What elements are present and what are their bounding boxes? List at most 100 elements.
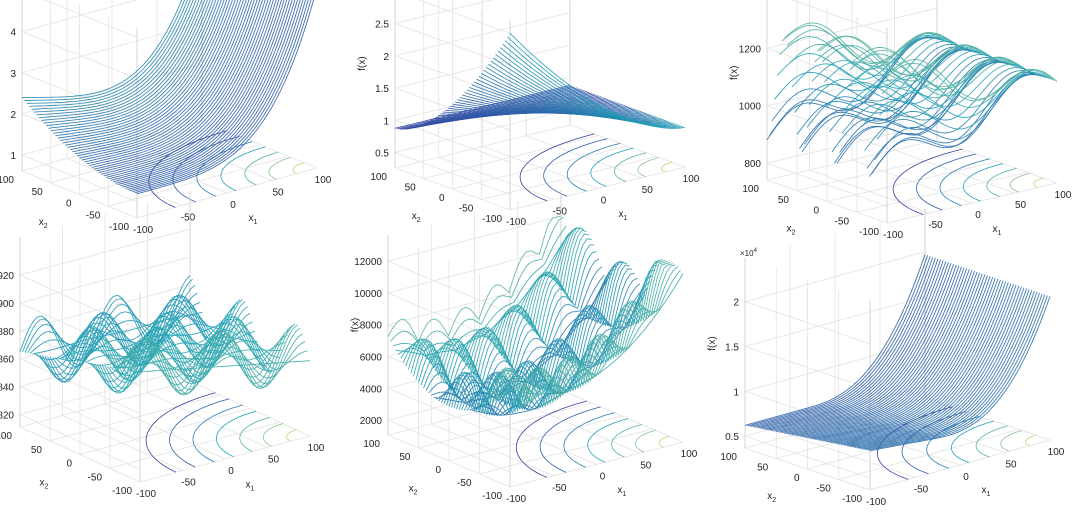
surface-line xyxy=(867,295,1048,451)
y-tick-label: 100 xyxy=(370,172,387,183)
surface-line xyxy=(400,229,574,365)
surface-line xyxy=(100,0,274,175)
surface-line xyxy=(766,36,938,141)
grid-line xyxy=(189,380,311,437)
surface-mesh xyxy=(766,22,1058,177)
z-tick-label: 4000 xyxy=(360,384,383,395)
z-tick-label: 840 xyxy=(0,383,14,394)
x-tick-label: -50 xyxy=(181,478,196,489)
grid-line xyxy=(517,400,640,454)
surface-line xyxy=(402,228,577,369)
contour-line xyxy=(566,143,621,192)
surface-line xyxy=(744,254,926,426)
surface-line xyxy=(86,0,258,165)
surface-line xyxy=(431,274,605,401)
grid-line xyxy=(19,380,191,428)
surface-line xyxy=(499,263,673,405)
y-tick-label: 0 xyxy=(439,193,445,204)
surface-line xyxy=(781,25,953,64)
z-tick-label: 820 xyxy=(0,410,14,421)
surface-line xyxy=(136,0,315,195)
surface-line xyxy=(88,0,261,167)
x-tick-label: -100 xyxy=(506,217,526,228)
z-exponent-label: ×104 xyxy=(740,248,758,258)
surface-line xyxy=(839,61,1010,153)
surface-line xyxy=(65,0,233,146)
surface-line xyxy=(108,0,282,180)
surface-line xyxy=(93,0,266,170)
surface-line xyxy=(755,257,936,428)
surface-line xyxy=(879,71,1050,118)
surface-line xyxy=(84,0,255,163)
z-tick-label: 860 xyxy=(0,355,14,366)
z-axis-label: f(x) xyxy=(729,66,740,80)
surface-line xyxy=(819,35,990,76)
contour-line xyxy=(519,133,595,202)
surface-line xyxy=(67,0,236,148)
grid-line xyxy=(394,109,571,153)
grid-line xyxy=(19,414,141,470)
surface-line xyxy=(807,275,988,439)
grid-line xyxy=(452,145,628,190)
x-tick-label: 100 xyxy=(683,174,700,185)
surface-line xyxy=(791,269,973,436)
surface-line xyxy=(496,262,671,407)
z-tick-label: 2 xyxy=(10,110,16,121)
surface-line xyxy=(119,329,291,386)
z-tick-label: 10000 xyxy=(354,289,382,300)
surface-line xyxy=(69,0,239,151)
y-tick-label: 100 xyxy=(0,431,12,442)
grid-line xyxy=(44,0,138,38)
surface-line xyxy=(856,60,1028,97)
contour-line xyxy=(963,163,1004,202)
grid-line xyxy=(387,311,562,357)
z-tick-label: 0.5 xyxy=(725,432,739,443)
surface-line xyxy=(760,259,942,429)
x-tick-label: -50 xyxy=(552,483,567,494)
grid-line xyxy=(744,435,871,479)
y-tick-label: 50 xyxy=(778,195,790,206)
x-axis-label: x1 xyxy=(617,485,626,498)
surface-line xyxy=(50,0,217,132)
grid-line xyxy=(387,387,511,441)
surface-line xyxy=(390,216,564,348)
surface-line xyxy=(773,263,955,432)
surface-line xyxy=(821,44,993,82)
x-axis-label: x1 xyxy=(982,485,991,498)
surface-line xyxy=(43,0,208,124)
surface-line xyxy=(886,59,1058,100)
x-tick-label: 0 xyxy=(963,472,969,483)
grid-line xyxy=(394,12,571,57)
surface-line xyxy=(453,261,628,414)
y-tick-label: 50 xyxy=(405,183,417,194)
grid-line xyxy=(744,251,926,303)
grid-line xyxy=(394,44,571,89)
grid-line xyxy=(19,274,141,331)
contour-line xyxy=(216,410,257,458)
contour-line xyxy=(587,418,629,463)
z-tick-label: 2 xyxy=(383,52,389,63)
z-axis-label: f(x) xyxy=(707,336,718,350)
grid-line xyxy=(387,419,511,473)
surface-line xyxy=(812,276,994,440)
grid-line xyxy=(49,394,221,442)
surface-line xyxy=(481,269,656,415)
x-tick-label: 100 xyxy=(1055,190,1072,201)
grid-line xyxy=(791,0,888,35)
surface-line xyxy=(72,0,242,153)
z-axis-label: f(x) xyxy=(350,318,361,332)
y-tick-label: -100 xyxy=(842,494,862,505)
surface-line xyxy=(501,264,676,402)
surface-line xyxy=(59,320,231,359)
grid-line xyxy=(936,139,1058,184)
y-axis-label: x2 xyxy=(40,477,49,490)
surface-line xyxy=(32,311,203,355)
y-tick-label: -50 xyxy=(816,484,831,495)
surface-line xyxy=(752,256,934,428)
surface-line xyxy=(55,0,222,137)
surface-line xyxy=(112,0,288,183)
surface-line xyxy=(846,288,1028,447)
surface-line xyxy=(776,264,957,433)
y-tick-label: -50 xyxy=(457,478,472,489)
chart-panel-5: -100 -50 0 50 100 -100 -50 0 50 100 2000 4000 6000 80… xyxy=(350,190,698,505)
